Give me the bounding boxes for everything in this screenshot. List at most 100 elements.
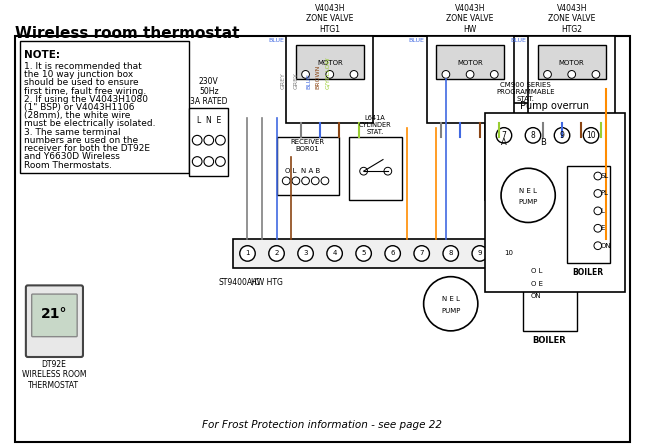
Bar: [277, 137, 339, 195]
Bar: [286, 36, 373, 123]
Text: Room Thermostats.: Room Thermostats.: [24, 160, 112, 169]
Circle shape: [192, 156, 202, 166]
Text: V4043H
ZONE VALVE
HW: V4043H ZONE VALVE HW: [446, 4, 494, 34]
Circle shape: [302, 71, 310, 78]
Text: 2. If using the V4043H1080: 2. If using the V4043H1080: [24, 95, 148, 104]
Text: BOILER: BOILER: [533, 336, 566, 345]
Text: N E L: N E L: [442, 296, 460, 302]
Text: MOTOR: MOTOR: [559, 60, 584, 66]
Bar: [538, 45, 606, 79]
Circle shape: [490, 71, 498, 78]
Text: 10: 10: [504, 250, 513, 257]
Circle shape: [385, 246, 401, 261]
Bar: [190, 108, 228, 176]
Text: 3: 3: [303, 250, 308, 257]
Text: BLUE: BLUE: [306, 73, 311, 89]
Circle shape: [350, 71, 358, 78]
Circle shape: [594, 207, 602, 215]
Circle shape: [215, 156, 225, 166]
Text: and Y6630D Wireless: and Y6630D Wireless: [24, 152, 120, 161]
Circle shape: [499, 161, 509, 171]
Text: CM900 SERIES
PROGRAMMABLE
STAT.: CM900 SERIES PROGRAMMABLE STAT.: [496, 81, 555, 101]
Circle shape: [499, 147, 509, 156]
Bar: [20, 42, 190, 173]
Text: 2: 2: [274, 250, 279, 257]
Text: BLUE: BLUE: [510, 38, 526, 43]
Text: HW HTG: HW HTG: [251, 278, 283, 287]
Text: 21°: 21°: [41, 308, 67, 321]
Text: For Frost Protection information - see page 22: For Frost Protection information - see p…: [202, 420, 442, 430]
Text: ON: ON: [531, 293, 542, 299]
Text: GREY: GREY: [293, 72, 299, 89]
Circle shape: [443, 246, 459, 261]
FancyBboxPatch shape: [26, 285, 83, 357]
Text: first time, fault free wiring.: first time, fault free wiring.: [24, 87, 146, 96]
Bar: [484, 103, 567, 200]
Text: should be used to ensure: should be used to ensure: [24, 78, 139, 87]
Text: MOTOR: MOTOR: [317, 60, 342, 66]
Text: O E: O E: [531, 281, 543, 287]
Text: 10: 10: [586, 131, 596, 140]
Text: 1: 1: [245, 250, 250, 257]
Text: the 10 way junction box: the 10 way junction box: [24, 70, 133, 79]
Circle shape: [292, 177, 300, 185]
Circle shape: [442, 71, 450, 78]
Text: Pump overrun: Pump overrun: [520, 101, 589, 111]
Text: V4043H
ZONE VALVE
HTG1: V4043H ZONE VALVE HTG1: [306, 4, 353, 34]
Text: L  N  E: L N E: [197, 116, 221, 125]
Bar: [523, 263, 577, 331]
Text: PUMP: PUMP: [519, 199, 538, 205]
Text: BLUE: BLUE: [268, 38, 284, 43]
Circle shape: [326, 71, 333, 78]
Circle shape: [302, 177, 310, 185]
Text: V4043H
ZONE VALVE
HTG2: V4043H ZONE VALVE HTG2: [548, 4, 595, 34]
Circle shape: [283, 177, 290, 185]
Circle shape: [204, 156, 213, 166]
Text: 9: 9: [560, 131, 564, 140]
Circle shape: [321, 177, 329, 185]
Text: 7: 7: [502, 131, 506, 140]
Circle shape: [594, 242, 602, 249]
Circle shape: [269, 246, 284, 261]
Circle shape: [525, 128, 541, 143]
Circle shape: [360, 167, 368, 175]
Bar: [426, 36, 513, 123]
Text: ST9400A/C: ST9400A/C: [219, 278, 261, 287]
Circle shape: [538, 147, 548, 156]
Circle shape: [466, 71, 474, 78]
Bar: [528, 36, 615, 123]
Bar: [349, 137, 402, 200]
Circle shape: [538, 161, 548, 171]
Text: must be electrically isolated.: must be electrically isolated.: [24, 119, 155, 128]
Circle shape: [204, 135, 213, 145]
Text: 3. The same terminal: 3. The same terminal: [24, 128, 121, 137]
Text: PUMP: PUMP: [441, 308, 461, 313]
Text: O L: O L: [531, 268, 542, 274]
Text: 6: 6: [390, 250, 395, 257]
Text: 8: 8: [531, 131, 535, 140]
Circle shape: [544, 71, 551, 78]
Text: MOTOR: MOTOR: [457, 60, 483, 66]
Circle shape: [501, 246, 517, 261]
Bar: [233, 239, 533, 268]
Text: GREY: GREY: [281, 72, 286, 89]
FancyBboxPatch shape: [32, 294, 77, 337]
Text: 230V
50Hz
3A RATED: 230V 50Hz 3A RATED: [190, 76, 228, 106]
Circle shape: [327, 246, 342, 261]
Circle shape: [215, 135, 225, 145]
Text: receiver for both the DT92E: receiver for both the DT92E: [24, 144, 150, 153]
Circle shape: [356, 246, 372, 261]
Text: 5: 5: [361, 250, 366, 257]
Text: 1. It is recommended that: 1. It is recommended that: [24, 62, 142, 71]
Text: Wireless room thermostat: Wireless room thermostat: [15, 26, 240, 41]
Circle shape: [594, 172, 602, 180]
Circle shape: [192, 135, 202, 145]
Text: NOTE:: NOTE:: [24, 50, 60, 60]
Text: PL: PL: [600, 190, 609, 196]
Circle shape: [312, 177, 319, 185]
Text: DT92E
WIRELESS ROOM
THERMOSTAT: DT92E WIRELESS ROOM THERMOSTAT: [22, 360, 86, 390]
Circle shape: [594, 190, 602, 197]
Text: BROWN: BROWN: [315, 64, 321, 89]
Text: N E L: N E L: [519, 188, 537, 194]
Text: numbers are used on the: numbers are used on the: [24, 136, 138, 145]
